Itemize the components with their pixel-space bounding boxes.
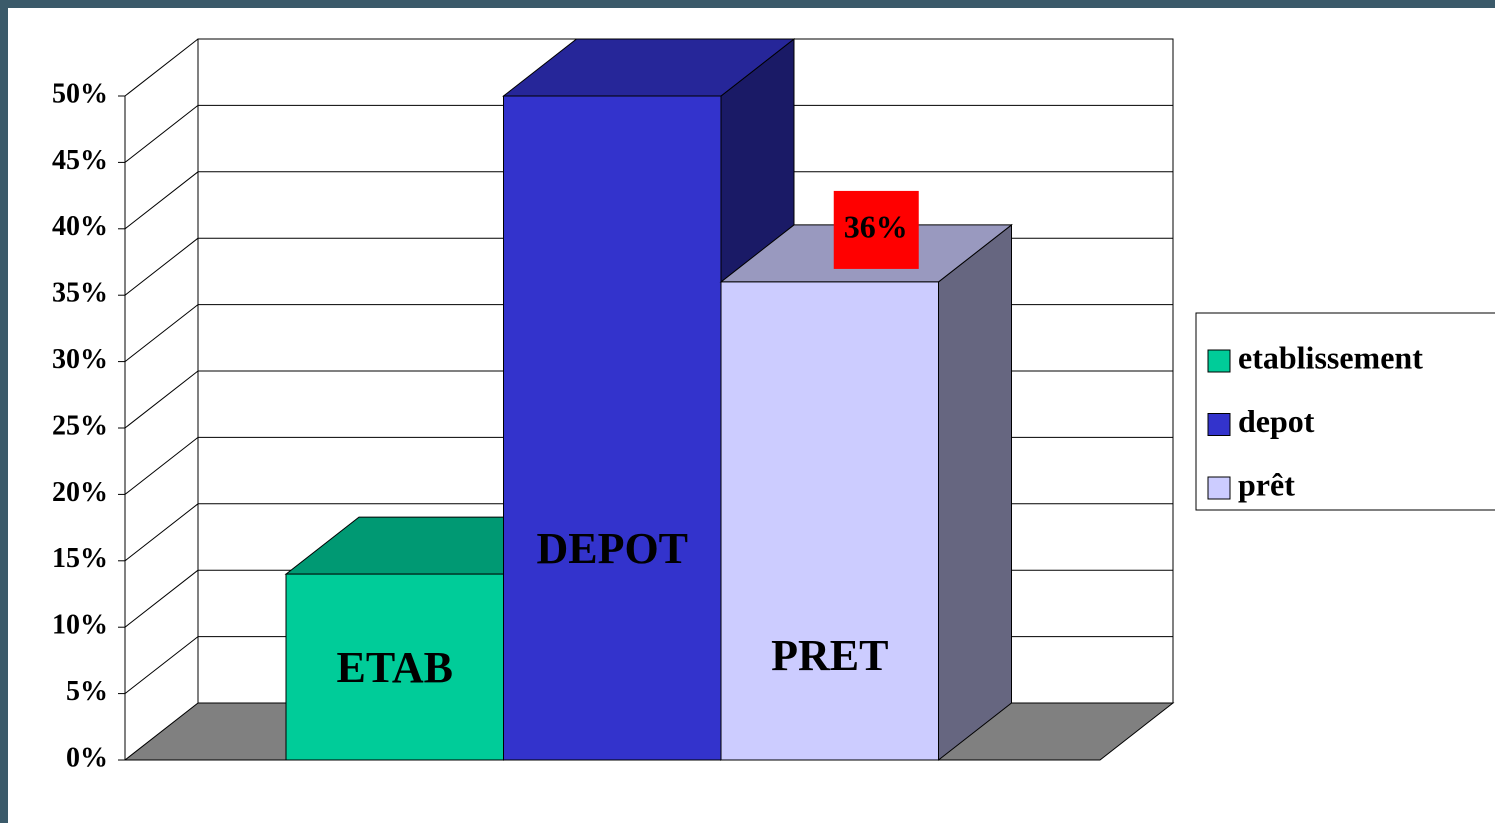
- y-tick-label: 15%: [52, 543, 108, 574]
- bar: [503, 95, 722, 761]
- y-tick-label: 50%: [52, 78, 108, 109]
- y-tick-label: 30%: [52, 344, 108, 375]
- bar: [285, 573, 504, 761]
- bar-annotation: DEPOT: [536, 524, 688, 573]
- legend-swatch: [1207, 349, 1231, 373]
- grid-line: [124, 437, 199, 495]
- legend-swatch: [1207, 476, 1231, 500]
- legend-label: prêt: [1238, 466, 1295, 502]
- grid-line: [124, 569, 199, 628]
- y-tick-label: 45%: [52, 145, 108, 176]
- y-tick-label: 35%: [52, 278, 108, 309]
- grid-line: [124, 237, 199, 296]
- legend-label: depot: [1238, 403, 1315, 439]
- bar-side: [938, 223, 1012, 762]
- grid-line: [124, 38, 199, 97]
- grid-line: [124, 503, 199, 562]
- y-tick-label: 20%: [52, 477, 108, 508]
- y-tick-label: 10%: [52, 610, 108, 641]
- legend-swatch: [1207, 413, 1231, 436]
- legend-label: etablissement: [1238, 339, 1423, 375]
- data-label-box: [833, 190, 919, 269]
- grid-line: [124, 304, 199, 362]
- y-tick-label: 40%: [52, 211, 108, 242]
- grid-line: [124, 105, 199, 163]
- y-tick-label: 0%: [66, 742, 108, 773]
- y-tick-label: 25%: [52, 410, 108, 441]
- grid-line: [124, 370, 199, 429]
- bar: [720, 281, 939, 761]
- bar-annotation: PRET: [771, 631, 888, 680]
- legend-box: [1195, 312, 1495, 511]
- bar-annotation: ETAB: [336, 643, 453, 692]
- grid-line: [124, 636, 199, 694]
- grid-line: [124, 171, 199, 230]
- y-tick-label: 5%: [66, 676, 108, 707]
- data-label: 36%: [844, 208, 908, 244]
